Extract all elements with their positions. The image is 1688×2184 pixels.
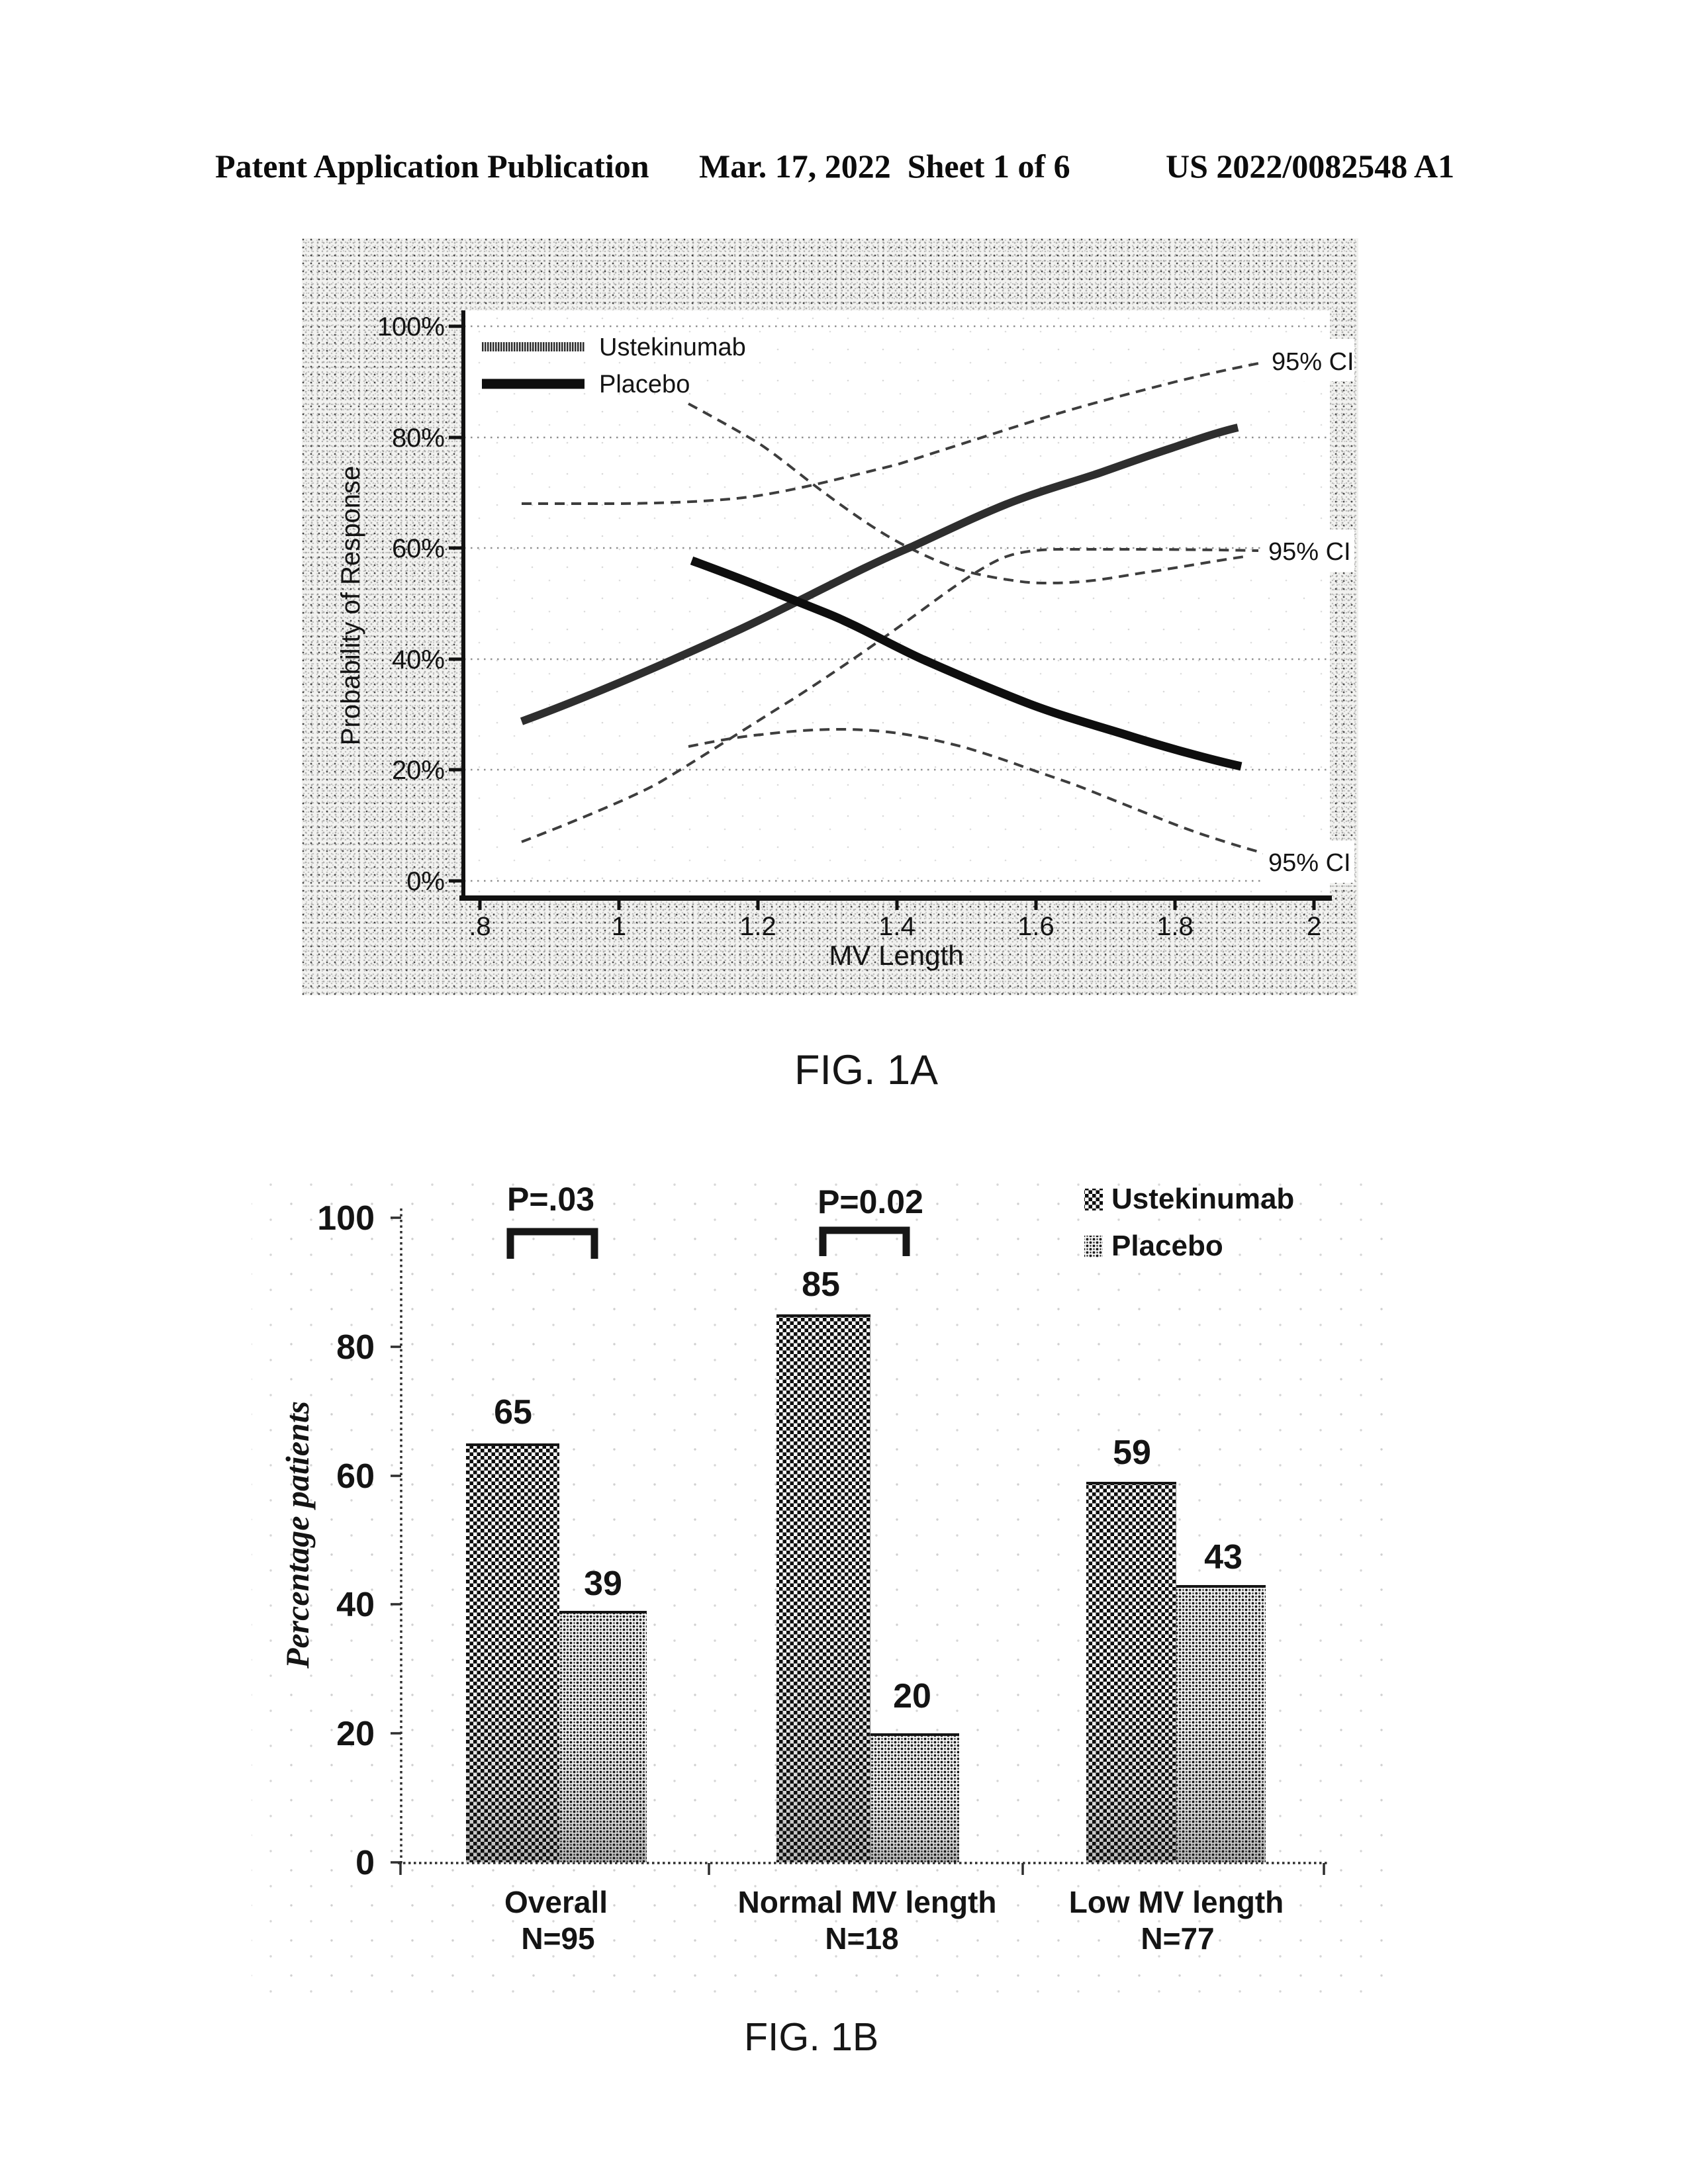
svg-text:Percentage patients: Percentage patients: [279, 1401, 316, 1669]
svg-text:100: 100: [317, 1199, 375, 1238]
svg-text:39: 39: [584, 1565, 622, 1603]
svg-text:80%: 80%: [392, 424, 445, 453]
svg-text:Normal MV length: Normal MV length: [737, 1885, 996, 1919]
svg-text:Placebo: Placebo: [1111, 1230, 1223, 1262]
svg-text:20%: 20%: [392, 756, 445, 785]
svg-text:20: 20: [336, 1715, 375, 1753]
svg-text:Placebo: Placebo: [599, 371, 690, 398]
svg-text:20: 20: [893, 1677, 931, 1715]
svg-text:MV Length: MV Length: [829, 940, 963, 971]
svg-text:P=.03: P=.03: [507, 1181, 594, 1218]
svg-text:1.4: 1.4: [878, 912, 915, 941]
svg-text:Ustekinumab: Ustekinumab: [1111, 1183, 1294, 1215]
svg-text:N=77: N=77: [1141, 1921, 1214, 1956]
svg-text:.8: .8: [469, 912, 491, 941]
svg-text:95% CI: 95% CI: [1268, 538, 1351, 566]
svg-text:Ustekinumab: Ustekinumab: [599, 334, 746, 361]
svg-text:P=0.02: P=0.02: [818, 1183, 923, 1220]
svg-text:Probability of Response: Probability of Response: [336, 466, 365, 745]
svg-text:1.2: 1.2: [739, 912, 776, 941]
svg-text:65: 65: [494, 1393, 532, 1432]
svg-text:40: 40: [336, 1586, 375, 1624]
svg-text:Overall: Overall: [504, 1885, 608, 1919]
svg-text:N=95: N=95: [521, 1921, 594, 1956]
svg-text:43: 43: [1204, 1538, 1243, 1576]
svg-text:0%: 0%: [406, 867, 445, 896]
svg-text:40%: 40%: [392, 645, 445, 674]
svg-text:0: 0: [355, 1844, 375, 1882]
svg-text:95% CI: 95% CI: [1268, 849, 1351, 877]
svg-text:60: 60: [336, 1457, 375, 1496]
svg-text:2: 2: [1307, 912, 1321, 941]
svg-text:95% CI: 95% CI: [1272, 348, 1354, 376]
svg-text:100%: 100%: [377, 312, 445, 341]
svg-text:60%: 60%: [392, 534, 445, 563]
svg-text:1.8: 1.8: [1156, 912, 1194, 941]
svg-text:Low MV length: Low MV length: [1069, 1885, 1284, 1919]
svg-text:1.6: 1.6: [1017, 912, 1055, 941]
svg-text:85: 85: [802, 1265, 840, 1304]
svg-text:N=18: N=18: [825, 1921, 898, 1956]
svg-text:1: 1: [612, 912, 626, 941]
svg-text:59: 59: [1113, 1433, 1151, 1472]
svg-text:80: 80: [336, 1328, 375, 1367]
